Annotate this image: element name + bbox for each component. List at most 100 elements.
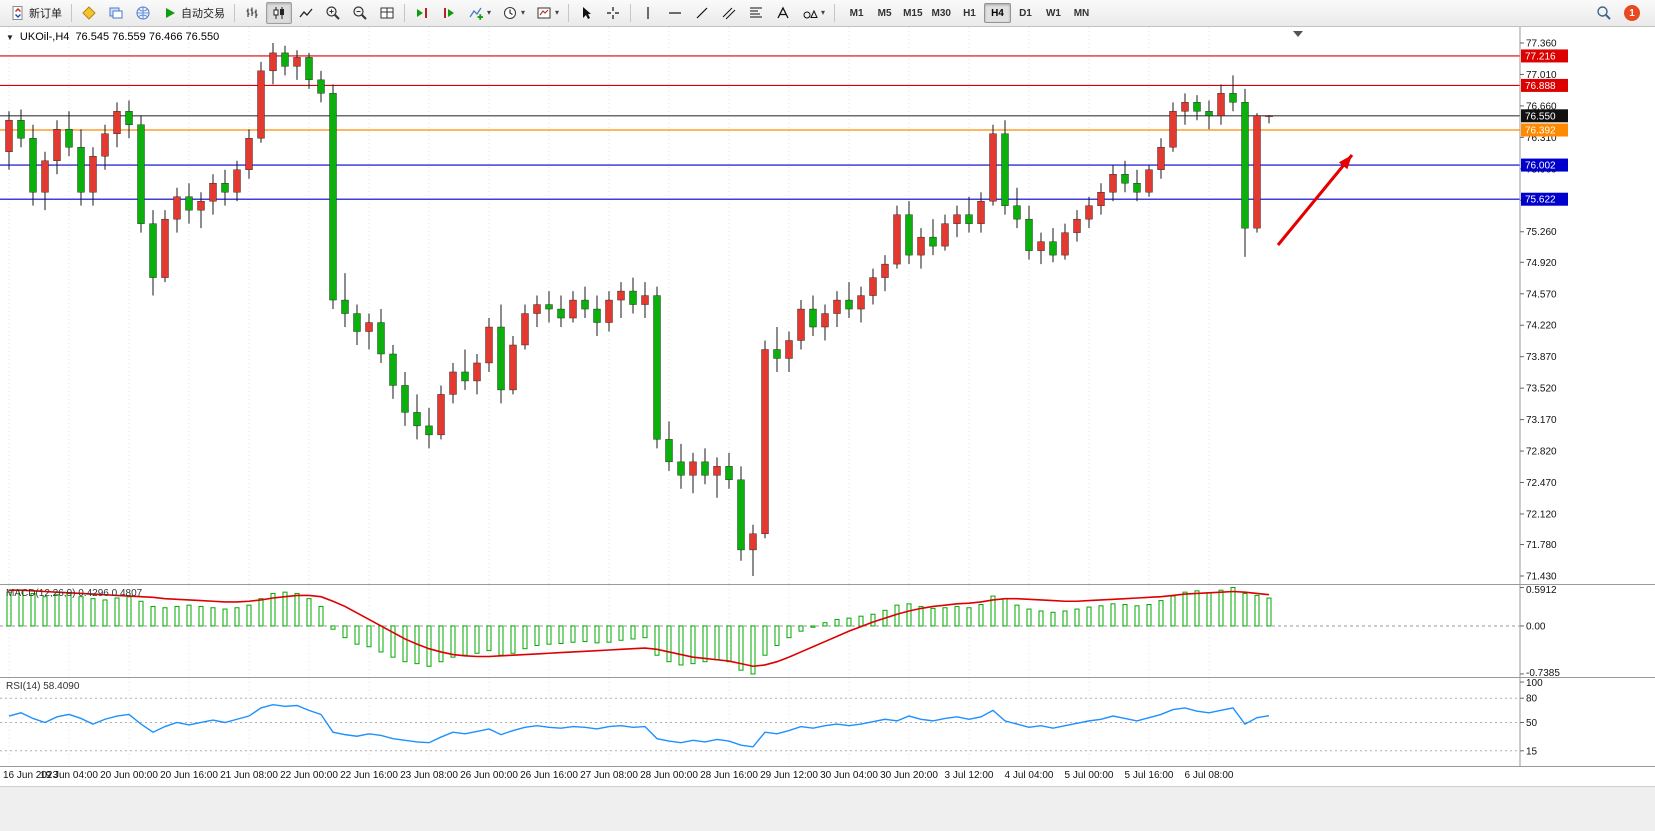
rsi-axis: 100 80 50 15 bbox=[1519, 678, 1543, 767]
zoom-out-button[interactable] bbox=[347, 2, 373, 24]
timeframe-M5[interactable]: M5 bbox=[871, 3, 898, 23]
time-axis-label: 28 Jun 16:00 bbox=[700, 770, 758, 781]
axis-tick-label: 80 bbox=[1526, 694, 1538, 705]
clock-icon bbox=[504, 7, 517, 19]
vertical-line-tool-button[interactable] bbox=[635, 2, 661, 24]
zoom-in-button[interactable] bbox=[320, 2, 346, 24]
horizontal-price-lines bbox=[0, 55, 1520, 200]
time-axis-label: 20 Jun 16:00 bbox=[160, 770, 218, 781]
svg-text:76.550: 76.550 bbox=[1525, 111, 1556, 122]
templates-button[interactable]: ▾ bbox=[531, 2, 564, 24]
axis-tick-label: 74.920 bbox=[1526, 258, 1557, 269]
timeframe-W1[interactable]: W1 bbox=[1040, 3, 1067, 23]
time-axis-label: 30 Jun 20:00 bbox=[880, 770, 938, 781]
shapes-icon bbox=[803, 9, 818, 19]
time-axis-label: 23 Jun 08:00 bbox=[400, 770, 458, 781]
cursor-tool-button[interactable] bbox=[573, 2, 599, 24]
macd-panel[interactable]: 0.5912 0.00 -0.7385 bbox=[0, 584, 1655, 678]
annotation-arrow bbox=[1276, 154, 1354, 246]
auto-scroll-button[interactable] bbox=[409, 2, 435, 24]
trendline-icon bbox=[696, 7, 708, 19]
autotrading-button[interactable]: 自动交易 bbox=[157, 2, 230, 24]
line-chart-mode-button[interactable] bbox=[293, 2, 319, 24]
shapes-tool-button[interactable]: ▾ bbox=[797, 2, 830, 24]
time-axis-label: 6 Jul 08:00 bbox=[1184, 770, 1234, 781]
time-axis-label: 3 Jul 12:00 bbox=[944, 770, 994, 781]
time-axis-label: 5 Jul 16:00 bbox=[1124, 770, 1174, 781]
channel-tool-button[interactable] bbox=[716, 2, 742, 24]
timeframe-D1[interactable]: D1 bbox=[1012, 3, 1039, 23]
axis-tick-label: 0.5912 bbox=[1526, 585, 1557, 596]
price-axis: 77.36077.01076.66076.31075.96075.61075.2… bbox=[1519, 27, 1568, 584]
axis-tick-label: 71.780 bbox=[1526, 540, 1557, 551]
new-order-label: 新订单 bbox=[29, 8, 62, 20]
time-axis-label: 21 Jun 08:00 bbox=[220, 770, 278, 781]
bar-chart-mode-button[interactable] bbox=[239, 2, 265, 24]
toolbar-separator bbox=[834, 4, 836, 22]
axis-tick-label: 73.870 bbox=[1526, 352, 1557, 363]
window-bottom-area bbox=[0, 786, 1655, 831]
data-window-button[interactable] bbox=[103, 2, 129, 24]
time-axis-label: 26 Jun 16:00 bbox=[520, 770, 578, 781]
axis-tick-label: 15 bbox=[1526, 746, 1538, 757]
time-axis-label: 28 Jun 00:00 bbox=[640, 770, 698, 781]
new-order-button[interactable]: 新订单 bbox=[5, 2, 67, 24]
metaeditor-button[interactable] bbox=[76, 2, 102, 24]
template-icon bbox=[537, 7, 551, 19]
time-axis-label: 22 Jun 16:00 bbox=[340, 770, 398, 781]
candlestick-mode-button[interactable] bbox=[266, 2, 292, 24]
data-window-icon bbox=[109, 7, 123, 19]
toolbar-separator bbox=[234, 4, 235, 22]
indicators-button[interactable]: ▾ bbox=[463, 2, 496, 24]
axis-tick-label: 75.260 bbox=[1526, 227, 1557, 238]
search-button[interactable] bbox=[1591, 2, 1617, 24]
fibonacci-icon bbox=[750, 7, 763, 18]
timeframe-M15[interactable]: M15 bbox=[899, 3, 926, 23]
horizontal-line-tool-button[interactable] bbox=[662, 2, 688, 24]
zoom-in-icon bbox=[326, 6, 340, 20]
axis-tick-label: 74.570 bbox=[1526, 289, 1557, 300]
timeframe-H4[interactable]: H4 bbox=[983, 3, 1011, 23]
news-button[interactable] bbox=[130, 2, 156, 24]
tile-windows-icon bbox=[380, 7, 394, 19]
crosshair-icon bbox=[607, 7, 620, 19]
price-line-axis-label: 77.216 bbox=[1521, 49, 1568, 63]
fibonacci-tool-button[interactable] bbox=[743, 2, 769, 24]
chart-ohlc-values: 76.545 76.559 76.466 76.550 bbox=[75, 31, 220, 43]
axis-tick-label: 76.310 bbox=[1526, 133, 1557, 144]
axis-tick-label: 72.470 bbox=[1526, 478, 1557, 489]
search-icon bbox=[1597, 6, 1611, 20]
timeframe-M1[interactable]: M1 bbox=[843, 3, 870, 23]
timeframe-MN[interactable]: MN bbox=[1068, 3, 1095, 23]
notification-badge[interactable]: 1 bbox=[1624, 5, 1640, 21]
toolbar-separator bbox=[404, 4, 405, 22]
one-click-trading-toggle-icon[interactable]: ▼ bbox=[6, 32, 14, 42]
rsi-level-lines bbox=[0, 697, 1520, 752]
periods-button[interactable]: ▾ bbox=[497, 2, 530, 24]
axis-tick-label: 77.010 bbox=[1526, 70, 1557, 81]
toolbar-separator bbox=[71, 4, 72, 22]
candles-layer bbox=[5, 42, 1273, 576]
dropdown-caret-icon: ▾ bbox=[821, 8, 826, 17]
axis-tick-label: 73.520 bbox=[1526, 384, 1557, 395]
text-tool-button[interactable] bbox=[770, 2, 796, 24]
tile-windows-button[interactable] bbox=[374, 2, 400, 24]
timeframe-H1[interactable]: H1 bbox=[956, 3, 983, 23]
price-line-axis-label: 75.622 bbox=[1521, 192, 1568, 206]
timeframe-group: M1 M5 M15 M30 H1 H4 D1 W1 MN bbox=[843, 3, 1095, 23]
axis-tick-label: 77.360 bbox=[1526, 38, 1557, 49]
crosshair-tool-button[interactable] bbox=[600, 2, 626, 24]
main-price-chart[interactable]: 77.36077.01076.66076.31075.96075.61075.2… bbox=[0, 27, 1655, 584]
autotrading-label: 自动交易 bbox=[181, 8, 225, 20]
toolbar-separator bbox=[568, 4, 570, 22]
axis-tick-label: 74.220 bbox=[1526, 321, 1557, 332]
chart-shift-button[interactable] bbox=[436, 2, 462, 24]
time-axis-label: 19 Jun 04:00 bbox=[40, 770, 98, 781]
timeframe-M30[interactable]: M30 bbox=[928, 3, 955, 23]
toolbar: 新订单 自动交易 bbox=[0, 0, 1655, 27]
dropdown-caret-icon: ▾ bbox=[487, 8, 492, 17]
rsi-panel[interactable]: 100 80 50 15 bbox=[0, 677, 1655, 767]
svg-text:77.216: 77.216 bbox=[1525, 51, 1556, 62]
trendline-tool-button[interactable] bbox=[689, 2, 715, 24]
